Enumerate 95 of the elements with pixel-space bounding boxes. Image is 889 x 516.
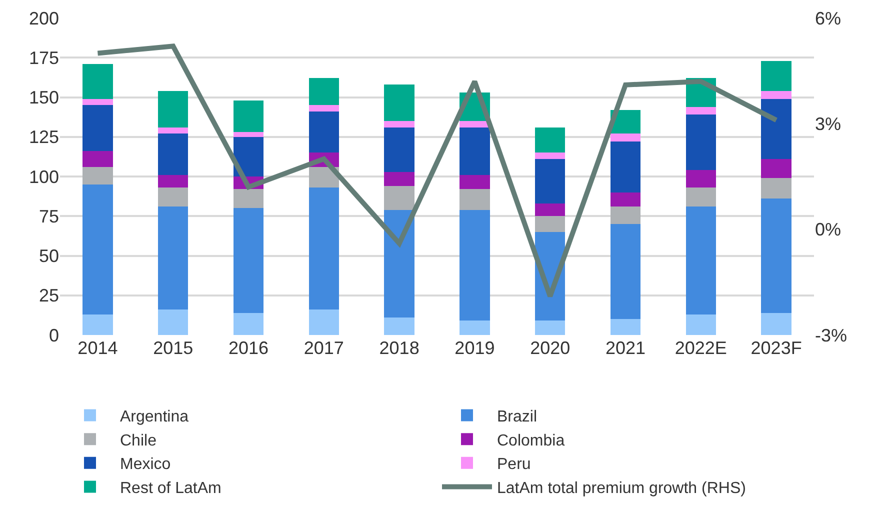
bar — [460, 121, 490, 128]
bar — [82, 151, 113, 167]
bar — [308, 78, 339, 106]
y2-tick-label: -3% — [815, 325, 848, 346]
x-tick-label: 2014 — [78, 338, 118, 358]
bar — [233, 208, 264, 313]
bar — [610, 134, 641, 142]
bar — [384, 318, 414, 335]
y-tick-label: 200 — [28, 8, 59, 28]
legend-label: Chile — [120, 432, 157, 450]
bar — [686, 106, 716, 115]
bar — [761, 60, 792, 91]
bar — [158, 206, 188, 310]
bar — [158, 310, 188, 335]
legend-label: Rest of LatAm — [120, 480, 222, 497]
bar — [384, 84, 414, 122]
bar — [686, 314, 716, 335]
bar — [82, 184, 113, 314]
y-tick-label: 50 — [38, 246, 59, 266]
bar — [82, 166, 113, 184]
bar — [535, 152, 566, 160]
bar — [82, 105, 113, 152]
x-tick-label: 2023F — [750, 338, 802, 358]
y2-tick-label: 0% — [815, 220, 842, 240]
bar — [308, 166, 339, 188]
bar — [460, 210, 490, 321]
bar — [158, 127, 188, 134]
bar — [686, 188, 716, 207]
bar — [384, 210, 414, 318]
bar — [460, 174, 490, 190]
bar — [82, 314, 113, 335]
bar — [535, 159, 566, 204]
bar — [384, 127, 414, 172]
bar — [610, 142, 641, 192]
legend-label: Colombia — [497, 432, 565, 450]
x-tick-label: 2016 — [228, 338, 269, 358]
bar — [761, 312, 792, 335]
x-tick-label: 2020 — [530, 338, 570, 358]
y-tick-label: 25 — [38, 286, 59, 306]
bar — [308, 188, 339, 310]
bar — [233, 132, 264, 137]
bar — [233, 136, 264, 176]
bar — [535, 203, 566, 216]
legend-label: Brazil — [497, 408, 538, 426]
x-tick-label: 2017 — [304, 338, 344, 358]
y2-tick-label: 3% — [815, 114, 842, 134]
legend-label: Peru — [497, 456, 531, 474]
bar — [308, 112, 339, 153]
bar — [158, 134, 188, 175]
x-tick-label: 2018 — [379, 338, 420, 358]
y-tick-label: 175 — [28, 48, 59, 68]
bar — [610, 224, 641, 320]
bar — [686, 170, 716, 188]
bar — [158, 188, 188, 207]
bar — [535, 127, 566, 153]
y-tick-label: 100 — [28, 166, 59, 187]
bar — [686, 206, 716, 314]
bar — [610, 192, 641, 207]
bar — [686, 114, 716, 170]
bar — [233, 189, 264, 208]
bar — [610, 206, 641, 224]
bar — [761, 90, 792, 99]
legend-label: Argentina — [120, 408, 189, 426]
bar — [761, 198, 792, 313]
bar — [761, 178, 792, 199]
y2-tick-label: 6% — [815, 8, 842, 28]
legend-label: LatAm total premium growth (RHS) — [497, 480, 746, 497]
bar — [384, 172, 414, 186]
x-tick-label: 2015 — [153, 338, 194, 358]
x-tick-label: 2022E — [674, 338, 727, 358]
legend-label: Mexico — [120, 456, 171, 474]
bar — [308, 105, 339, 112]
bar — [460, 189, 490, 210]
bar — [82, 98, 113, 106]
bar — [158, 90, 188, 128]
x-tick-label: 2021 — [605, 338, 646, 358]
bar — [158, 174, 188, 188]
bar — [460, 320, 490, 335]
bar — [82, 64, 113, 99]
bar — [233, 312, 264, 335]
y-tick-label: 150 — [28, 88, 59, 108]
bar — [761, 98, 792, 160]
bar — [384, 121, 414, 128]
y-tick-label: 125 — [28, 127, 59, 148]
bar — [308, 310, 339, 335]
y-tick-label: 0 — [48, 325, 59, 346]
bar — [761, 159, 792, 178]
bar — [233, 100, 264, 132]
bar — [535, 320, 566, 335]
bar — [535, 216, 566, 232]
bar — [460, 127, 490, 175]
x-tick-label: 2019 — [454, 338, 495, 358]
bar — [384, 186, 414, 210]
y-tick-label: 75 — [38, 206, 59, 226]
bar — [610, 319, 641, 335]
